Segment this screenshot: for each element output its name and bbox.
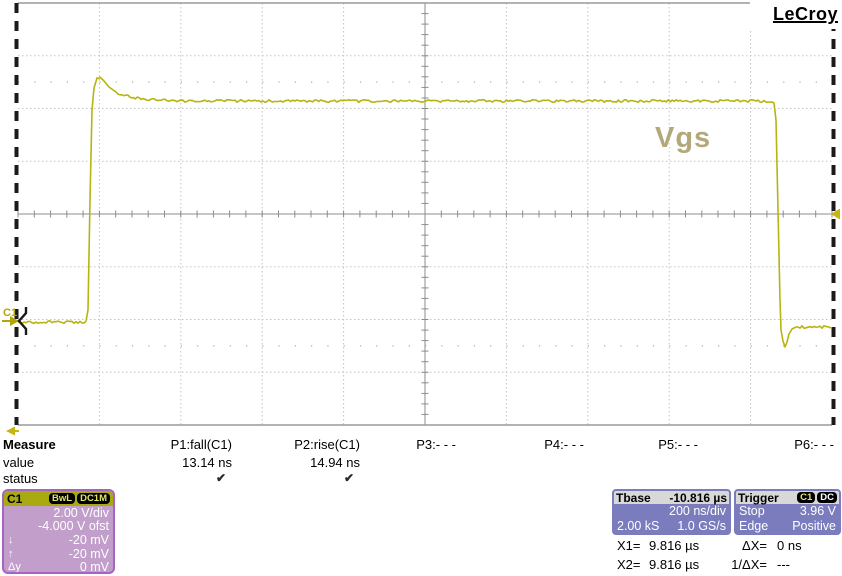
timebase-title: Tbase — [616, 490, 651, 505]
x2-value: 9.816 µs — [649, 557, 700, 572]
ground-marker-icon — [17, 307, 28, 335]
trigger-level: 3.96 V — [799, 504, 836, 519]
cursor-x1-row: X1= 9.816 µs ΔX= 0 ns — [617, 536, 842, 555]
measure-p1-value: 13.14 ns — [182, 455, 232, 470]
cursor-x2-row: X2= 9.816 µs 1/ΔX= --- — [617, 555, 842, 574]
bandwidth-limit-badge: BwL — [49, 493, 76, 504]
measure-p6-value — [734, 455, 834, 471]
measure-p4-label: P4:- - - — [544, 437, 584, 452]
channel-offset-row: -4.000 V ofst — [4, 519, 113, 534]
arrow-down-icon: ↓ — [8, 533, 14, 546]
measure-p4-value — [484, 455, 584, 471]
measure-col-p6[interactable]: P6:- - - — [734, 437, 834, 487]
measure-col-p3[interactable]: P3:- - - — [356, 437, 456, 487]
channel-low-row: ↓ -20 mV — [4, 533, 113, 547]
measure-title: Measure — [3, 437, 56, 452]
channel-box-header[interactable]: C1 BwL DC1M — [4, 491, 113, 506]
invdx-value: --- — [777, 557, 790, 572]
x1-value: 9.816 µs — [649, 538, 700, 553]
arrow-up-icon: ↑ — [8, 547, 14, 560]
channel-name: C1 — [7, 491, 23, 506]
dx-value: 0 ns — [777, 538, 802, 553]
lecroy-logo-text: LeCroy — [772, 4, 838, 24]
measure-p2-label: P2:rise(C1) — [294, 437, 360, 452]
trigger-slope: Positive — [792, 518, 836, 533]
measure-row-labels: Measure value status — [3, 437, 123, 487]
vgs-trace-label: Vgs — [655, 122, 712, 154]
x2-label: X2= — [617, 557, 641, 572]
measure-p1-label: P1:fall(C1) — [170, 437, 232, 452]
measure-p6-label: P6:- - - — [794, 437, 834, 452]
timebase-header[interactable]: Tbase -10.816 µs — [614, 490, 729, 505]
channel-volts-per-div: 2.00 V/div — [53, 505, 109, 520]
channel-high-row: ↑ -20 mV — [4, 547, 113, 561]
trigger-title: Trigger — [738, 490, 779, 505]
time-per-div: 200 ns/div — [669, 504, 726, 519]
trigger-source-badge: C1 — [797, 492, 816, 503]
measure-p2-status-icon: ✔ — [343, 471, 354, 485]
trigger-mode-row: Stop 3.96 V — [736, 504, 839, 519]
trigger-descriptor-box[interactable]: Trigger C1 DC Stop 3.96 V Edge Positive — [734, 489, 841, 535]
dx-label: ΔX= — [742, 538, 767, 553]
measure-p3-label: P3:- - - — [416, 437, 456, 452]
measure-col-p5[interactable]: P5:- - - — [598, 437, 698, 487]
timebase-delay: -10.816 µs — [669, 490, 727, 505]
coupling-badge: DC1M — [77, 493, 110, 504]
channel-vdiv-row: 2.00 V/div — [4, 506, 113, 520]
measure-status-label: status — [3, 471, 38, 486]
measure-col-p1[interactable]: P1:fall(C1) 13.14 ns ✔ — [132, 437, 232, 487]
measure-p5-value — [598, 455, 698, 471]
channel-offset: -4.000 V ofst — [38, 519, 109, 534]
lecroy-logo: LeCroy — [750, 0, 842, 29]
trigger-type-row: Edge Positive — [736, 519, 839, 534]
timebase-descriptor-box[interactable]: Tbase -10.816 µs 200 ns/div 2.00 kS 1.0 … — [612, 489, 731, 535]
measure-col-p4[interactable]: P4:- - - — [484, 437, 584, 487]
channel-delta-row: Δy 0 mV — [4, 560, 113, 574]
measure-p6-status-icon — [734, 471, 834, 487]
trigger-type: Edge — [739, 518, 769, 533]
trigger-delay-marker[interactable] — [6, 426, 15, 436]
channel-high-value: -20 mV — [68, 546, 109, 561]
trigger-level-marker[interactable] — [831, 208, 840, 220]
sample-rate: 1.0 GS/s — [677, 518, 726, 533]
waveform-trace — [18, 76, 833, 348]
measure-p2-value: 14.94 ns — [310, 455, 360, 470]
measure-col-p2[interactable]: P2:rise(C1) 14.94 ns ✔ — [260, 437, 360, 487]
timebase-sampling-row: 2.00 kS 1.0 GS/s — [614, 519, 729, 534]
channel-offset-marker[interactable] — [10, 316, 19, 326]
measure-p4-status-icon — [484, 471, 584, 487]
measure-p5-status-icon — [598, 471, 698, 487]
measure-p3-value — [356, 455, 456, 471]
measure-p1-status-icon: ✔ — [215, 471, 226, 485]
delta-y-label: Δy — [8, 561, 21, 574]
cursor-readout: X1= 9.816 µs ΔX= 0 ns X2= 9.816 µs 1/ΔX=… — [617, 536, 842, 574]
invdx-label: 1/ΔX= — [731, 557, 767, 572]
channel-marker-label: C1 — [3, 307, 17, 319]
x1-label: X1= — [617, 538, 641, 553]
measure-p5-label: P5:- - - — [658, 437, 698, 452]
channel-low-value: -20 mV — [68, 532, 109, 547]
trigger-header[interactable]: Trigger C1 DC — [736, 490, 839, 505]
measure-value-label: value — [3, 455, 35, 470]
channel-delta-value: 0 mV — [79, 560, 109, 574]
trigger-mode: Stop — [739, 504, 765, 519]
measure-p3-status-icon — [356, 471, 456, 487]
sample-count: 2.00 kS — [617, 518, 660, 533]
timebase-tdiv-row: 200 ns/div — [614, 504, 729, 519]
channel-descriptor-box[interactable]: C1 BwL DC1M 2.00 V/div -4.000 V ofst ↓ -… — [2, 489, 115, 574]
trigger-coupling-badge: DC — [817, 492, 837, 503]
